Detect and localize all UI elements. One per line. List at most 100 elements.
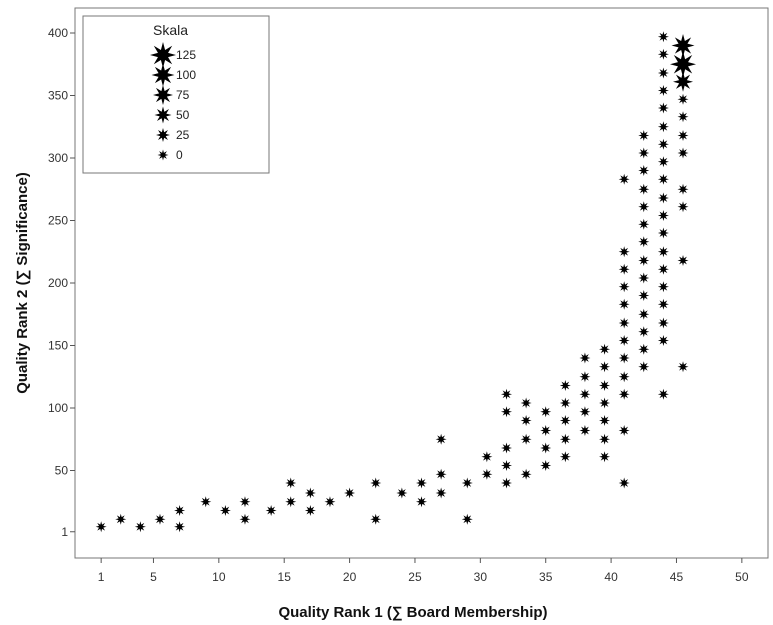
data-point: [599, 397, 611, 409]
x-tick-label: 20: [343, 570, 357, 584]
data-point: [520, 468, 532, 480]
data-point: [579, 371, 591, 383]
y-tick-label: 300: [48, 151, 68, 165]
data-point: [657, 263, 669, 275]
data-point: [638, 183, 650, 195]
data-point: [677, 111, 689, 123]
data-point: [618, 246, 630, 258]
data-point: [500, 406, 512, 418]
data-point: [657, 317, 669, 329]
data-point: [677, 255, 689, 266]
data-point: [154, 513, 166, 525]
legend-label: 75: [176, 88, 190, 102]
data-point: [174, 521, 186, 533]
data-point: [540, 406, 552, 418]
data-point: [134, 521, 146, 533]
data-point: [638, 147, 650, 159]
legend-title: Skala: [153, 22, 188, 38]
data-point: [559, 433, 571, 445]
data-point: [500, 388, 512, 400]
data-point: [435, 433, 447, 445]
data-point: [657, 48, 669, 60]
data-point: [174, 505, 186, 516]
x-axis: 1 5 10 15 20 25 30 35 40 45 50: [98, 558, 749, 584]
data-point: [677, 361, 689, 373]
data-point: [638, 218, 650, 230]
data-point: [370, 477, 382, 489]
x-tick-label: 40: [604, 570, 618, 584]
data-point: [657, 192, 669, 204]
data-point: [559, 415, 571, 426]
data-point: [638, 290, 650, 301]
data-point: [540, 442, 552, 454]
x-tick-label: 10: [212, 570, 226, 584]
y-tick-label: 250: [48, 214, 68, 228]
data-point: [638, 201, 650, 213]
legend-label: 100: [176, 68, 196, 82]
data-point: [396, 487, 408, 499]
data-point: [500, 477, 512, 489]
data-point: [657, 281, 669, 293]
data-point: [416, 496, 427, 508]
data-point: [599, 380, 611, 391]
data-point: [657, 173, 669, 185]
data-point: [599, 361, 611, 373]
legend-marker-star: [150, 42, 176, 68]
data-point: [657, 31, 669, 43]
data-point: [618, 298, 630, 310]
data-point: [520, 433, 532, 445]
y-tick-label: 50: [55, 464, 69, 478]
legend-marker-star: [156, 128, 170, 142]
data-point: [540, 460, 552, 471]
data-point: [481, 468, 493, 480]
data-point: [657, 388, 669, 400]
data-point: [657, 335, 669, 346]
data-point: [677, 147, 689, 159]
legend-marker-star: [151, 63, 175, 87]
y-tick-label: 1: [61, 525, 68, 539]
data-point: [461, 513, 473, 525]
legend-marker-star: [153, 85, 173, 105]
x-axis-title: Quality Rank 1 (∑ Board Membership): [278, 604, 547, 621]
data-point: [638, 236, 650, 248]
data-point: [657, 156, 669, 168]
data-point: [520, 397, 532, 409]
y-tick-label: 350: [48, 89, 68, 103]
data-point: [618, 371, 630, 383]
data-point: [579, 388, 591, 400]
legend-marker-star: [154, 106, 172, 124]
data-point: [200, 496, 212, 508]
data-point: [540, 425, 552, 436]
legend-label: 50: [176, 108, 190, 122]
x-tick-label: 45: [670, 570, 684, 584]
data-point: [618, 263, 630, 275]
data-point: [638, 361, 650, 373]
x-tick-label: 30: [474, 570, 488, 584]
data-point: [657, 102, 669, 114]
data-point: [599, 433, 611, 445]
data-point: [265, 505, 277, 516]
data-point: [618, 317, 630, 329]
data-point: [657, 138, 669, 150]
data-point: [500, 460, 512, 471]
data-point: [239, 496, 251, 508]
data-point: [435, 468, 447, 480]
y-axis-title: Quality Rank 2 (∑ Significance): [14, 172, 31, 394]
data-point: [618, 477, 630, 489]
y-tick-label: 100: [48, 401, 68, 415]
data-point: [219, 505, 231, 516]
data-point: [599, 451, 611, 463]
data-point: [670, 51, 697, 78]
data-point: [677, 93, 689, 105]
y-tick-label: 200: [48, 276, 68, 290]
data-point: [481, 451, 493, 463]
x-tick-label: 50: [735, 570, 749, 584]
x-tick-label: 25: [408, 570, 422, 584]
data-point: [657, 298, 669, 310]
data-point: [618, 173, 630, 185]
data-point: [304, 505, 316, 516]
data-point: [618, 352, 630, 364]
data-point: [657, 246, 669, 258]
data-point: [638, 343, 650, 355]
